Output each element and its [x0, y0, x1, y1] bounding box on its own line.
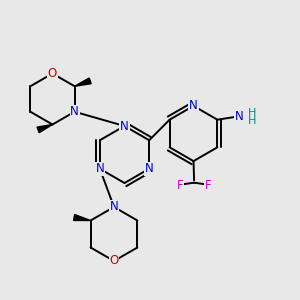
Text: F: F	[176, 179, 183, 192]
Text: N: N	[189, 99, 198, 112]
Polygon shape	[37, 124, 52, 133]
Text: N: N	[95, 162, 104, 175]
Text: O: O	[110, 254, 118, 268]
Text: N: N	[145, 162, 154, 175]
Text: N: N	[235, 110, 243, 123]
Text: H: H	[248, 116, 256, 127]
Text: H: H	[248, 108, 256, 118]
Polygon shape	[74, 214, 91, 220]
Text: N: N	[120, 119, 129, 133]
Text: F: F	[205, 179, 212, 192]
Text: O: O	[48, 67, 57, 80]
Polygon shape	[75, 78, 91, 86]
Text: N: N	[70, 105, 79, 118]
Text: N: N	[110, 200, 118, 214]
